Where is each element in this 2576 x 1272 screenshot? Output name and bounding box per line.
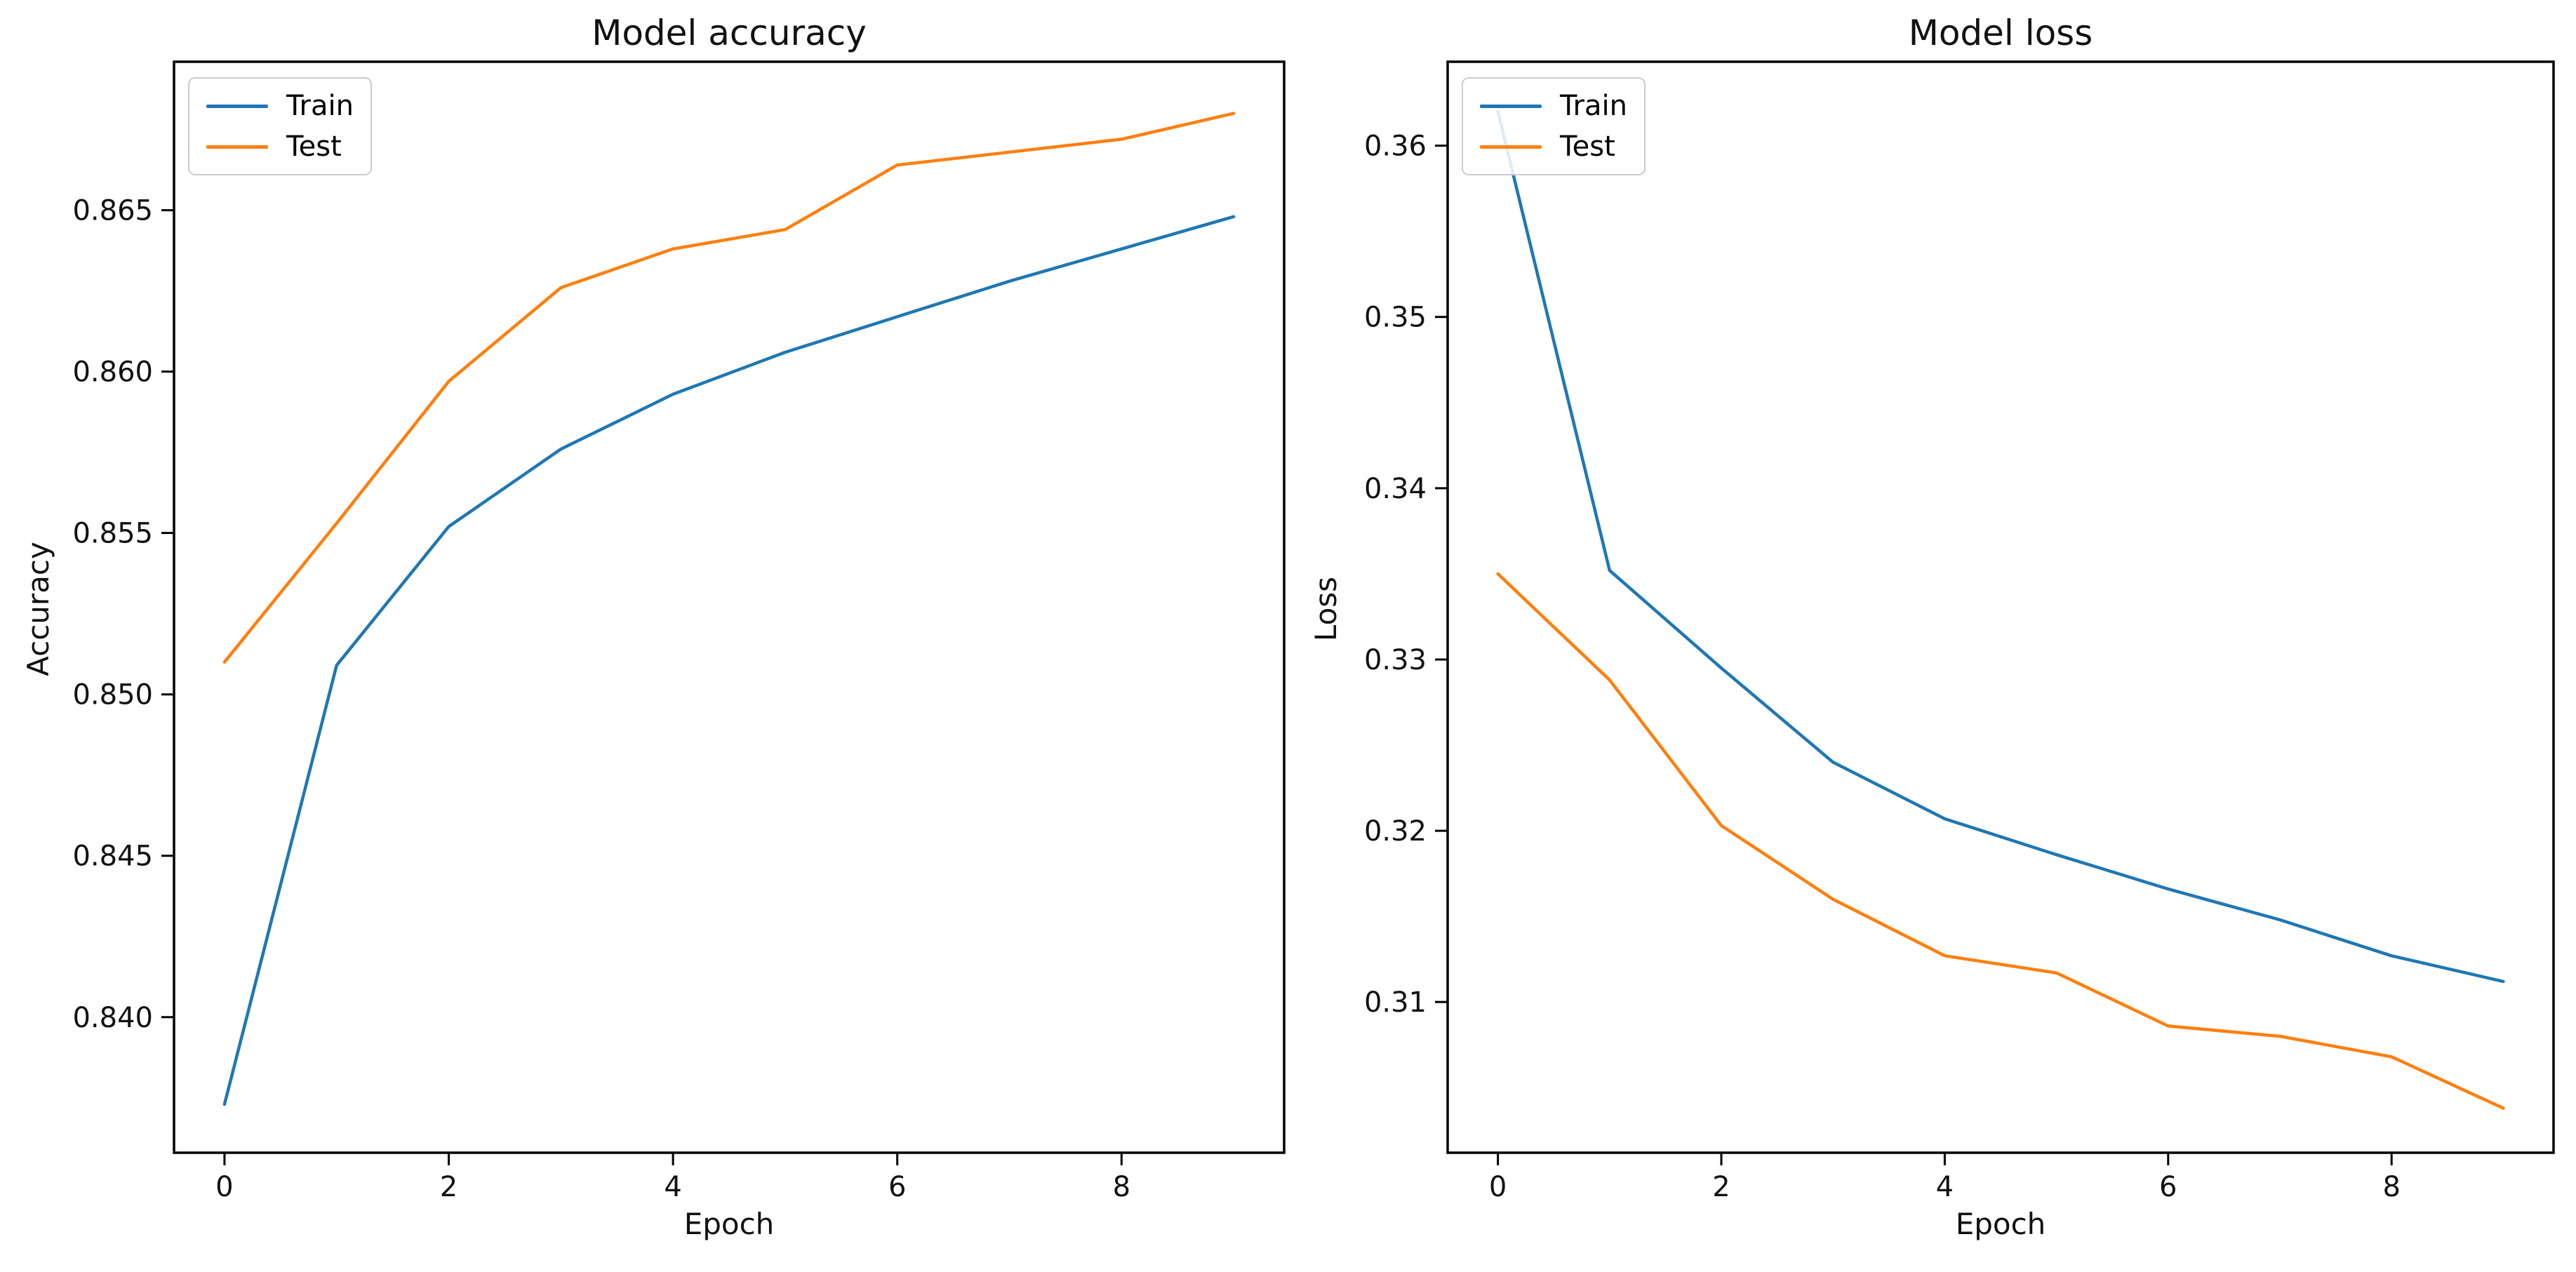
test-line [222, 112, 1236, 664]
y-tick-label: 0.855 [72, 518, 153, 550]
test-line [1496, 572, 2505, 1110]
x-tick-label: 8 [1113, 1171, 1130, 1203]
x-tick-label: 4 [664, 1171, 681, 1203]
x-tick-label: 6 [888, 1171, 906, 1203]
loss-y-axis-label: Loss [1309, 576, 1343, 642]
y-tick-label: 0.845 [72, 841, 153, 873]
legend-label-test: Test [1560, 130, 1615, 163]
legend-item-test: Test [1480, 126, 1627, 167]
x-tick-label: 6 [2159, 1171, 2177, 1203]
y-tick-label: 0.34 [1364, 473, 1427, 505]
loss-chart-title: Model loss [1908, 13, 2093, 53]
legend-item-train: Train [206, 86, 354, 126]
y-tick-label: 0.840 [72, 1002, 153, 1034]
legend-item-train: Train [1480, 86, 1627, 126]
plot-frame [173, 60, 1286, 1154]
x-tick-label: 2 [1712, 1171, 1730, 1203]
legend-item-test: Test [206, 126, 354, 167]
loss-legend: Train Test [1462, 77, 1646, 175]
accuracy-y-axis-label: Accuracy [21, 542, 55, 676]
x-tick-label: 4 [1936, 1171, 1954, 1203]
test-line-swatch [1480, 145, 1542, 149]
train-line [222, 215, 1236, 1106]
y-tick-label: 0.850 [72, 679, 153, 711]
y-tick-label: 0.860 [72, 356, 153, 389]
loss-x-axis-label: Epoch [1955, 1207, 2046, 1241]
y-tick-label: 0.31 [1364, 986, 1427, 1019]
y-tick-label: 0.36 [1364, 130, 1427, 163]
x-tick-label: 2 [440, 1171, 458, 1203]
plot-frame [1446, 60, 2555, 1154]
legend-label-train: Train [1560, 90, 1627, 122]
x-tick-label: 0 [215, 1171, 233, 1203]
x-tick-label: 8 [2382, 1171, 2400, 1203]
train-line-swatch [1480, 104, 1542, 108]
legend-label-train: Train [286, 90, 354, 122]
y-tick-label: 0.865 [72, 195, 153, 227]
train-line-swatch [206, 104, 268, 108]
y-tick-label: 0.33 [1364, 644, 1427, 676]
legend-label-test: Test [286, 130, 342, 163]
accuracy-x-axis-label: Epoch [683, 1207, 775, 1241]
accuracy-chart-title: Model accuracy [592, 13, 867, 53]
x-tick-label: 0 [1489, 1171, 1507, 1203]
test-line-swatch [206, 145, 268, 149]
y-tick-label: 0.32 [1364, 815, 1427, 848]
train-line [1496, 109, 2505, 984]
y-tick-label: 0.35 [1364, 302, 1427, 334]
accuracy-legend: Train Test [188, 77, 372, 175]
